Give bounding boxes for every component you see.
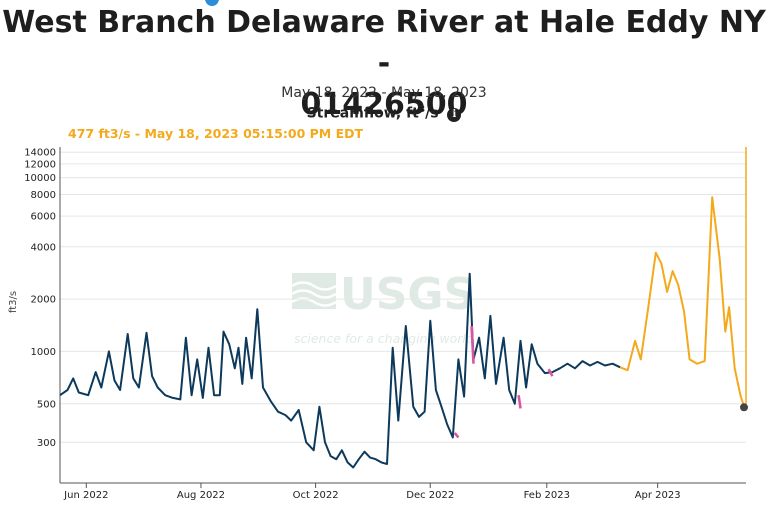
info-icon[interactable]: i	[447, 107, 462, 122]
x-tick-label: Feb 2023	[524, 490, 570, 501]
series-line-estimated	[547, 368, 554, 377]
series-line-provisional	[619, 196, 747, 409]
parameter-unit-tail: /s	[425, 105, 439, 122]
y-tick-label: 4000	[31, 242, 56, 253]
series-layer	[59, 196, 747, 469]
x-tick-label: Jun 2022	[63, 490, 108, 501]
x-tick-label: Apr 2023	[635, 490, 681, 501]
parameter-unit-superscript: 3	[418, 105, 426, 115]
parameter-label: Streamflow, ft3/s i	[0, 105, 768, 122]
y-tick-label: 300	[37, 438, 56, 449]
axes: 300 500 1000 2000 4000 6000 8000 10000 120001400…	[24, 147, 746, 501]
parameter-name: Streamflow, ft	[306, 105, 419, 122]
series-line-estimated	[470, 325, 475, 364]
series-line-approved	[59, 272, 621, 469]
x-tick-label: Dec 2022	[406, 490, 454, 501]
y-tick-label: 10000	[24, 173, 56, 184]
series-line-estimated	[517, 395, 522, 409]
usgs-watermark-logo: USGS	[340, 269, 475, 320]
x-tick-label: Aug 2022	[177, 490, 225, 501]
date-range: May 18, 2022 - May 18, 2023	[281, 85, 487, 101]
series-line-estimated	[453, 432, 460, 439]
x-tick-label: Oct 2022	[293, 490, 339, 501]
current-value-readout: 477 ft3/s - May 18, 2023 05:15:00 PM EDT	[68, 126, 364, 141]
y-tick-label: 12000	[24, 159, 56, 170]
usgs-logo-dot-icon	[205, 0, 219, 6]
usgs-watermark: USGS science for a changing world	[291, 269, 475, 346]
page-title-line-1: West Branch Delaware River at Hale Eddy …	[2, 5, 766, 81]
y-tick-label: 2000	[31, 295, 56, 306]
usgs-watermark-wave-icon	[291, 273, 337, 309]
y-tick-label: 1000	[31, 347, 56, 358]
page-title: West Branch Delaware River at Hale Eddy …	[0, 2, 768, 125]
y-axis-label: ft3/s	[8, 291, 19, 313]
usgs-watermark-tagline: science for a changing world	[294, 331, 474, 346]
marker-layer	[740, 147, 748, 412]
y-tick-label: 8000	[31, 190, 56, 201]
y-tick-label: 500	[37, 399, 56, 410]
y-tick-label: 6000	[31, 212, 56, 223]
current-point-marker	[740, 403, 748, 412]
page-title-line-2: 01426500	[300, 87, 468, 122]
hydrograph-chart[interactable]: USGS science for a changing world 300 500…	[0, 140, 768, 508]
y-tick-label: 14000	[24, 148, 56, 159]
